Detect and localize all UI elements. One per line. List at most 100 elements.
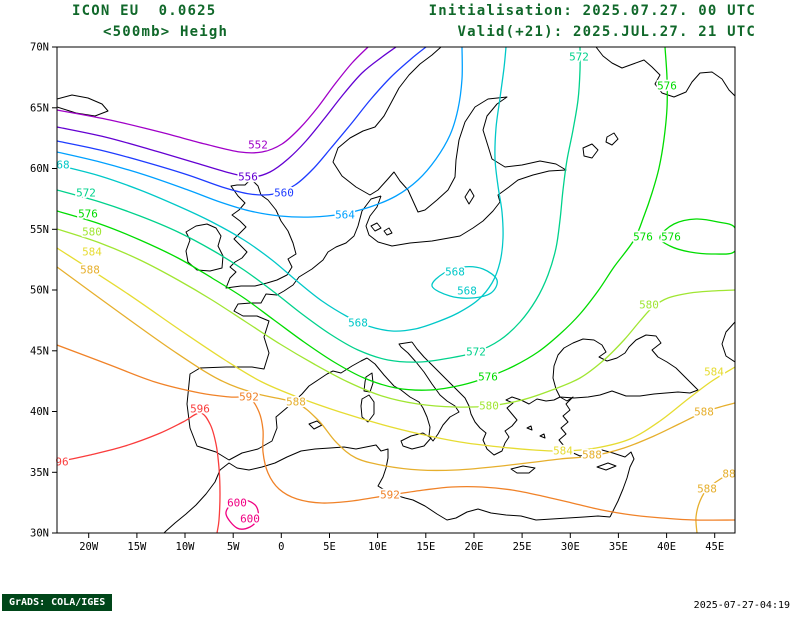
lat-tick-label: 70N [30, 42, 49, 54]
contour-588 [695, 469, 735, 533]
contour-568 [431, 266, 498, 299]
grads-credit-badge: GrADS: COLA/IGES [2, 594, 113, 611]
contour-label-596: 96 [55, 456, 68, 469]
contour-label-552: 552 [248, 139, 268, 152]
coast-danish-isle-2 [383, 227, 393, 236]
contour-label-568: 568 [348, 317, 368, 330]
contour-600 [225, 499, 260, 530]
contour-label-588: 588 [697, 483, 717, 496]
contour-label-576: 576 [633, 231, 653, 244]
contour-label-600: 600 [240, 513, 260, 526]
contour-584 [57, 247, 735, 452]
coast-danish-isle-1 [370, 222, 382, 232]
contour-label-568: 568 [457, 285, 477, 298]
contour-label-572: 572 [569, 51, 589, 64]
coast-crete [510, 465, 536, 474]
contour-label-576: 576 [78, 208, 98, 221]
lon-tick-label: 30E [561, 541, 580, 553]
coast-gotland [464, 188, 475, 205]
generation-timestamp: 2025-07-27-04:19 [693, 600, 790, 611]
contour-label-564: 564 [335, 209, 355, 222]
coast-lake-ladoga [582, 143, 599, 159]
lon-tick-label: 35E [609, 541, 628, 553]
contour-label-592: 592 [239, 391, 259, 404]
contour-label-584: 584 [704, 366, 724, 379]
lat-tick-label: 30N [30, 528, 49, 540]
contour-labels-layer: 552 556 560 564 68 568 568 568 572 572 572 576 576 57… [54, 49, 738, 528]
coast-atlantic-europe [186, 195, 382, 461]
contour-label-576: 576 [657, 80, 677, 93]
lon-tick-label: 15E [416, 541, 435, 553]
coast-kola-white-sea [595, 47, 735, 98]
lon-tick-label: 20E [465, 541, 484, 553]
coast-black-sea [552, 334, 699, 399]
coast-sardinia [360, 394, 375, 423]
contour-564 [57, 47, 463, 218]
axis-ticks [52, 46, 716, 538]
contour-588 [57, 266, 735, 472]
contour-label-572: 572 [466, 346, 486, 359]
lat-tick-label: 35N [30, 467, 49, 479]
contour-label-580: 580 [82, 226, 102, 239]
coast-iberia-med [228, 357, 368, 461]
coast-baltic-scandinavia [332, 47, 567, 247]
lon-tick-label: 40E [657, 541, 676, 553]
contour-568 [57, 47, 507, 332]
contour-560 [57, 47, 427, 196]
contour-label-584: 584 [553, 445, 573, 458]
contour-label-576: 576 [661, 231, 681, 244]
contour-label-588: 88 [722, 468, 735, 481]
lon-tick-label: 0 [278, 541, 284, 553]
lat-tick-label: 65N [30, 102, 49, 114]
coast-north-africa [163, 444, 611, 533]
lat-tick-label: 50N [30, 285, 49, 297]
lat-tick-label: 45N [30, 345, 49, 357]
contour-580 [57, 228, 735, 408]
coast-turkey-levant [558, 396, 635, 518]
contour-592 [57, 344, 735, 521]
contour-556 [57, 47, 397, 178]
contour-label-568: 68 [56, 159, 69, 172]
coast-cyprus [596, 462, 617, 471]
contour-label-572: 572 [76, 187, 96, 200]
contour-label-588: 588 [582, 449, 602, 462]
contour-572 [57, 47, 581, 363]
contour-label-588: 588 [286, 396, 306, 409]
contour-576 [659, 218, 735, 255]
contour-label-560: 560 [274, 187, 294, 200]
lon-tick-label: 10E [368, 541, 387, 553]
contour-label-588: 588 [694, 406, 714, 419]
contour-label-556: 556 [238, 171, 258, 184]
contour-596 [57, 412, 221, 533]
contour-label-596: 596 [190, 403, 210, 416]
level-title: <500mb> Heigh [103, 24, 229, 40]
lon-tick-label: 10W [176, 541, 196, 553]
contour-552 [57, 47, 369, 154]
coast-aegean-isle-1 [526, 425, 533, 431]
coast-aegean-isle-2 [539, 433, 546, 439]
contour-label-576: 576 [478, 371, 498, 384]
coast-caspian-edge [721, 321, 735, 363]
lat-tick-label: 40N [30, 406, 49, 418]
lon-tick-label: 25E [513, 541, 532, 553]
contour-label-580: 580 [479, 400, 499, 413]
axis-labels: 20W 15W 10W 5W 0 5E 10E 15E 20E 25E 30E 35E 40E 45E 70… [30, 42, 724, 554]
lat-tick-label: 55N [30, 224, 49, 236]
initialisation-time: Initialisation: 2025.07.27. 00 UTC [428, 3, 756, 19]
contours-layer [57, 47, 735, 533]
contour-label-568: 568 [445, 266, 465, 279]
coast-sicily [400, 432, 432, 450]
contour-label-600: 600 [227, 497, 247, 510]
lon-tick-label: 20W [79, 541, 99, 553]
lon-tick-label: 5W [227, 541, 240, 553]
coast-lake-onega [605, 132, 619, 146]
model-title: ICON EU 0.0625 [72, 3, 217, 19]
contour-576 [57, 47, 668, 391]
coast-britain [225, 178, 297, 289]
lat-tick-label: 60N [30, 163, 49, 175]
coastlines-layer [57, 47, 735, 533]
coast-italy [366, 341, 460, 442]
coast-ireland [185, 223, 224, 272]
